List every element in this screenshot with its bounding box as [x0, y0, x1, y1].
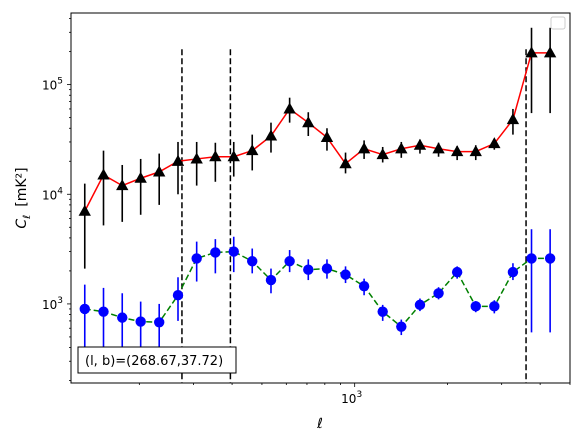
series-0 — [78, 27, 557, 269]
series-0-point-11 — [283, 102, 296, 114]
series-0-point-16 — [376, 148, 389, 160]
series-1-point-20 — [451, 266, 463, 278]
annotation-box: (l, b)=(268.67,37.72) — [77, 346, 237, 374]
series-1-point-18 — [414, 299, 426, 311]
series-0-point-24 — [525, 46, 538, 58]
series-0-point-23 — [506, 113, 520, 125]
annotation-text: (l, b)=(268.67,37.72) — [85, 354, 223, 369]
legend-box — [550, 16, 566, 30]
series-1-point-1 — [98, 306, 109, 317]
series-1-point-24 — [526, 253, 537, 264]
series-0-point-14 — [339, 157, 352, 169]
y-tick-label-base: 10 — [42, 298, 57, 312]
series-0-point-8 — [227, 150, 240, 162]
series-1-point-13 — [321, 263, 333, 274]
series-0-point-13 — [320, 130, 334, 142]
series-1 — [79, 229, 556, 367]
series-1-point-22 — [489, 301, 500, 312]
series-0-point-1 — [97, 168, 110, 180]
series-0-point-2 — [116, 179, 129, 191]
series-1-point-4 — [154, 317, 165, 328]
series-1-point-17 — [396, 321, 407, 332]
x-axis-label: ℓ — [316, 416, 323, 432]
series-1-point-25 — [544, 253, 556, 264]
series-1-point-7 — [210, 247, 221, 258]
series-0-point-5 — [171, 154, 185, 166]
series-0-point-22 — [488, 137, 501, 149]
series-0-point-20 — [450, 145, 464, 157]
y-tick-label-base: 10 — [42, 79, 57, 93]
y-tick-label-1: 104 — [42, 186, 63, 202]
x-tick-label-exp: 3 — [356, 390, 362, 400]
series-1-point-14 — [340, 269, 351, 280]
series-0-point-9 — [246, 144, 259, 156]
series-0-point-17 — [395, 142, 408, 154]
series-1-point-9 — [247, 256, 258, 267]
plot-frame — [70, 12, 571, 384]
series-1-point-10 — [265, 274, 277, 286]
vertical-lines-layer — [181, 49, 527, 383]
x-tick-label-base: 10 — [341, 392, 356, 406]
series-1-point-0 — [79, 303, 90, 315]
series-1-point-15 — [358, 281, 370, 292]
y-tick-label-exp: 3 — [57, 296, 63, 306]
y-axis-label: Cℓ [mK²] — [14, 167, 33, 228]
series-0-point-12 — [302, 116, 315, 128]
series-layer — [78, 27, 557, 367]
series-0-line — [84, 52, 551, 212]
y-axis-label-sub: ℓ — [22, 215, 33, 219]
series-1-point-5 — [172, 290, 184, 301]
series-0-point-15 — [357, 142, 371, 154]
series-1-point-11 — [284, 256, 295, 267]
series-0-point-18 — [413, 138, 427, 150]
series-1-point-3 — [135, 316, 146, 327]
series-0-point-0 — [78, 204, 91, 216]
series-1-point-19 — [433, 288, 444, 299]
series-1-point-6 — [191, 253, 202, 264]
series-1-point-2 — [117, 312, 128, 323]
y-tick-label-2: 105 — [42, 77, 63, 93]
series-0-point-7 — [209, 150, 222, 162]
series-1-point-21 — [470, 301, 481, 312]
series-0-point-3 — [134, 171, 147, 183]
series-0-point-25 — [543, 46, 557, 58]
series-1-point-16 — [377, 306, 388, 317]
y-tick-label-exp: 5 — [57, 77, 63, 87]
series-1-line — [84, 250, 551, 328]
series-1-point-8 — [228, 246, 239, 257]
y-axis-label-main: C — [14, 219, 30, 229]
series-0-point-4 — [153, 165, 166, 177]
y-tick-label-base: 10 — [42, 188, 57, 202]
y-tick-label-0: 103 — [42, 296, 63, 312]
series-0-point-6 — [190, 152, 203, 164]
y-tick-label-exp: 4 — [57, 186, 63, 196]
series-1-point-12 — [303, 264, 314, 275]
y-axis-label-unit: [mK²] — [14, 167, 30, 206]
series-0-point-10 — [264, 129, 278, 141]
series-0-point-19 — [432, 142, 445, 154]
series-1-point-23 — [507, 266, 519, 278]
x-tick-label-0: 103 — [341, 390, 362, 406]
series-0-point-21 — [469, 145, 482, 157]
